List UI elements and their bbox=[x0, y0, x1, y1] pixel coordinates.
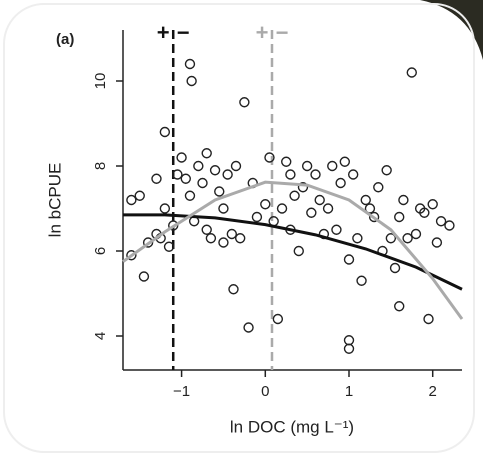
data-point bbox=[364, 203, 376, 214]
fit-curve bbox=[123, 213, 463, 291]
data-point bbox=[138, 271, 150, 282]
data-point bbox=[356, 275, 367, 286]
data-point bbox=[159, 126, 171, 138]
data-point bbox=[419, 207, 430, 218]
fit-curve bbox=[122, 180, 464, 320]
data-point bbox=[435, 216, 447, 227]
data-point bbox=[373, 182, 384, 193]
data-point bbox=[423, 313, 434, 325]
data-point bbox=[228, 284, 239, 295]
data-point bbox=[385, 233, 397, 244]
y-tick-label: 6 bbox=[92, 247, 109, 255]
data-point bbox=[314, 194, 325, 206]
data-point bbox=[297, 182, 309, 193]
data-point bbox=[163, 241, 175, 252]
data-point bbox=[402, 233, 413, 244]
data-point bbox=[218, 203, 229, 214]
data-point bbox=[394, 301, 405, 312]
data-point bbox=[389, 262, 401, 274]
panel-label: (a) bbox=[56, 31, 74, 48]
data-point bbox=[193, 160, 204, 172]
data-point bbox=[184, 58, 196, 70]
y-tick-label: 4 bbox=[92, 332, 109, 340]
data-point bbox=[218, 237, 229, 248]
data-point bbox=[272, 313, 284, 325]
corner-decoration bbox=[420, 0, 483, 60]
data-point bbox=[260, 199, 271, 210]
data-point bbox=[180, 173, 191, 184]
data-point bbox=[394, 211, 405, 223]
data-point bbox=[301, 160, 313, 172]
data-point bbox=[205, 233, 217, 244]
data-point bbox=[159, 203, 171, 214]
data-point bbox=[172, 169, 183, 180]
x-tick-label: −1 bbox=[173, 383, 190, 400]
data-point bbox=[126, 194, 137, 206]
data-point bbox=[201, 148, 212, 159]
threshold-label: + bbox=[157, 20, 170, 45]
data-point bbox=[331, 224, 342, 235]
data-point bbox=[352, 233, 363, 244]
data-point bbox=[201, 224, 212, 235]
data-point bbox=[285, 169, 296, 180]
data-point bbox=[360, 194, 371, 206]
x-tick-label: 2 bbox=[429, 383, 437, 400]
data-point bbox=[134, 190, 145, 201]
data-point bbox=[234, 233, 246, 244]
data-point bbox=[239, 97, 250, 108]
data-point bbox=[222, 169, 233, 180]
data-point bbox=[168, 220, 179, 231]
data-point bbox=[251, 211, 263, 223]
data-point bbox=[343, 254, 355, 265]
y-tick-label: 8 bbox=[92, 162, 109, 170]
x-axis-label: ln DOC (mg L⁻¹) bbox=[230, 417, 354, 436]
data-point bbox=[226, 228, 238, 240]
data-point bbox=[368, 211, 380, 223]
threshold-label: − bbox=[276, 20, 289, 45]
data-point bbox=[176, 152, 187, 163]
data-point bbox=[398, 194, 409, 206]
data-point bbox=[335, 177, 346, 189]
data-point bbox=[406, 67, 417, 78]
y-tick-label: 10 bbox=[92, 73, 109, 90]
data-point bbox=[410, 228, 422, 240]
x-tick-label: 0 bbox=[261, 383, 269, 400]
data-point bbox=[151, 173, 162, 184]
data-point bbox=[230, 160, 242, 172]
threshold-label: + bbox=[256, 20, 269, 45]
card-border bbox=[3, 3, 475, 453]
data-point bbox=[197, 177, 208, 189]
data-point bbox=[427, 199, 438, 210]
data-point bbox=[276, 203, 288, 214]
data-point bbox=[209, 165, 221, 176]
data-point bbox=[126, 250, 137, 261]
data-point bbox=[289, 190, 300, 201]
data-point bbox=[243, 322, 254, 333]
data-point bbox=[339, 156, 351, 167]
data-point bbox=[310, 169, 321, 180]
data-point bbox=[322, 203, 334, 214]
data-point bbox=[343, 335, 355, 346]
data-point bbox=[293, 245, 304, 257]
data-point bbox=[184, 190, 196, 201]
data-point bbox=[142, 237, 154, 248]
data-point bbox=[431, 237, 443, 248]
data-point bbox=[343, 343, 355, 354]
x-tick-label: 1 bbox=[345, 383, 353, 400]
data-point bbox=[327, 160, 338, 172]
data-point bbox=[347, 169, 359, 180]
data-point bbox=[264, 152, 275, 163]
y-axis-label: ln bCPUE bbox=[45, 163, 64, 238]
data-point bbox=[306, 207, 317, 218]
data-point bbox=[186, 75, 197, 87]
data-point bbox=[214, 186, 225, 197]
threshold-label: − bbox=[177, 20, 190, 45]
data-point bbox=[444, 220, 455, 231]
data-point bbox=[281, 156, 292, 167]
data-point bbox=[381, 165, 392, 176]
